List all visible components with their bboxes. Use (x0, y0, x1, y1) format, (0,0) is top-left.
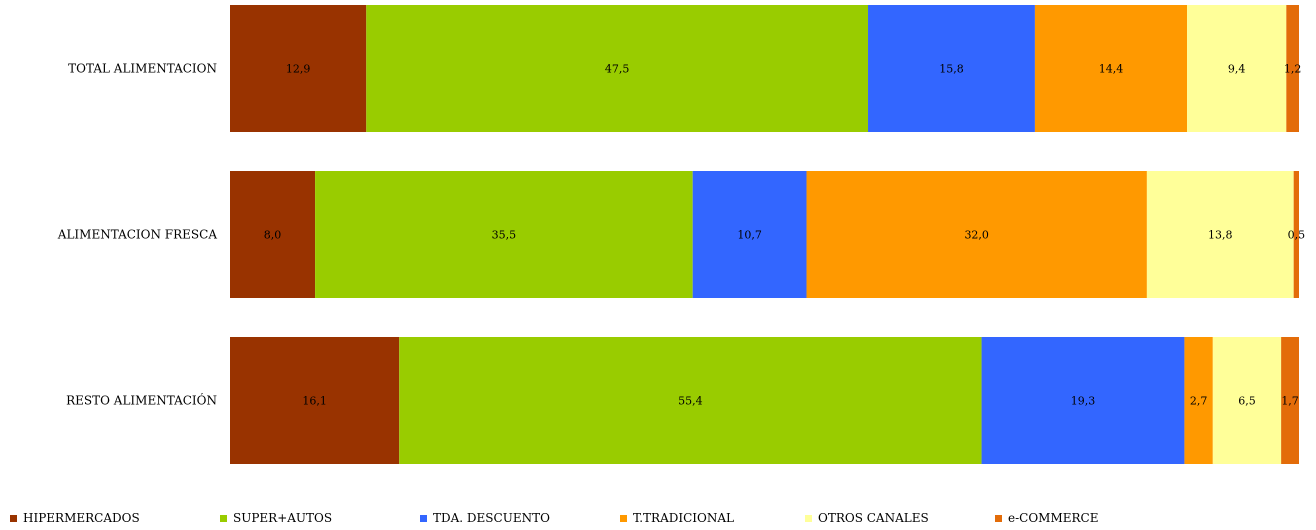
data-label: 19,3 (1071, 395, 1096, 408)
legend-swatch (220, 514, 227, 522)
data-label: 32,0 (964, 229, 989, 242)
bar-segment (315, 171, 693, 298)
bar-segment (1184, 337, 1213, 464)
bar-segment (1293, 171, 1299, 298)
legend-item: T.TRADICIONAL (620, 511, 734, 525)
data-label: 14,4 (1099, 63, 1124, 76)
bar-segment (230, 171, 316, 298)
chart-legend: HIPERMERCADOS SUPER+AUTOS TDA. DESCUENTO T.… (10, 511, 1310, 529)
bar-segment (1281, 337, 1299, 464)
legend-label: TDA. DESCUENTO (433, 511, 550, 525)
legend-label: OTROS CANALES (818, 511, 929, 525)
bar-segment (1146, 171, 1294, 298)
bar-segment (806, 171, 1147, 298)
category-label: ALIMENTACION FRESCA (57, 228, 218, 242)
category-label: TOTAL ALIMENTACION (68, 62, 217, 76)
data-label: 1,7 (1281, 395, 1299, 408)
data-label: 9,4 (1228, 63, 1246, 76)
bar-segment (1286, 5, 1299, 132)
data-label: 12,9 (286, 63, 311, 76)
bar-segment (399, 337, 982, 464)
data-label: 16,1 (302, 395, 327, 408)
legend-label: e-COMMERCE (1008, 511, 1099, 525)
bar-segment (230, 5, 367, 132)
stacked-bar-chart: TOTAL ALIMENTACION 12,9 47,5 15,8 14,4 9,4 1,2… (57, 5, 1306, 464)
data-label: 13,8 (1208, 229, 1233, 242)
data-label: 35,5 (492, 229, 517, 242)
legend-label: T.TRADICIONAL (633, 511, 735, 525)
legend-label: SUPER+AUTOS (233, 511, 333, 525)
bar-segment (981, 337, 1185, 464)
legend-item: SUPER+AUTOS (220, 511, 332, 525)
bar-segment (1187, 5, 1287, 132)
legend-swatch (995, 514, 1002, 522)
data-label: 8,0 (264, 229, 282, 242)
legend-item: OTROS CANALES (805, 511, 929, 525)
data-label: 55,4 (678, 395, 703, 408)
data-label: 6,5 (1238, 395, 1256, 408)
legend-label: HIPERMERCADOS (23, 511, 140, 525)
legend-item: HIPERMERCADOS (10, 511, 140, 525)
legend-item: e-COMMERCE (995, 511, 1099, 525)
bar-segment (1034, 5, 1188, 132)
bar-segment (230, 337, 400, 464)
data-label: 1,2 (1284, 63, 1302, 76)
category-label: RESTO ALIMENTACIÓN (66, 392, 217, 408)
data-label: 2,7 (1190, 395, 1208, 408)
bar-segment (1212, 337, 1282, 464)
legend-swatch (420, 514, 427, 522)
bar-segment (366, 5, 869, 132)
bar-segment (868, 5, 1035, 132)
data-label: 47,5 (605, 63, 630, 76)
legend-swatch (10, 514, 17, 522)
data-label: 0,5 (1288, 229, 1306, 242)
data-label: 15,8 (939, 63, 964, 76)
data-label: 10,7 (737, 229, 762, 242)
legend-item: TDA. DESCUENTO (420, 511, 550, 525)
legend-swatch (620, 514, 627, 522)
legend-swatch (805, 514, 812, 522)
bar-segment (692, 171, 807, 298)
